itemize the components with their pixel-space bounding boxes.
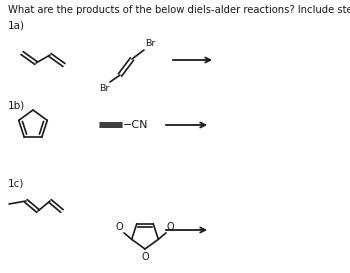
Text: Br: Br [99,84,109,93]
Text: 1b): 1b) [8,101,25,111]
Text: Br: Br [145,39,155,48]
Text: What are the products of the below diels-alder reactions? Include stereochemistr: What are the products of the below diels… [8,5,350,15]
Text: O: O [167,222,175,232]
Text: O: O [141,252,149,262]
Text: 1a): 1a) [8,21,25,31]
Text: O: O [116,222,123,232]
Text: 1c): 1c) [8,178,25,188]
Text: −CN: −CN [123,120,148,130]
